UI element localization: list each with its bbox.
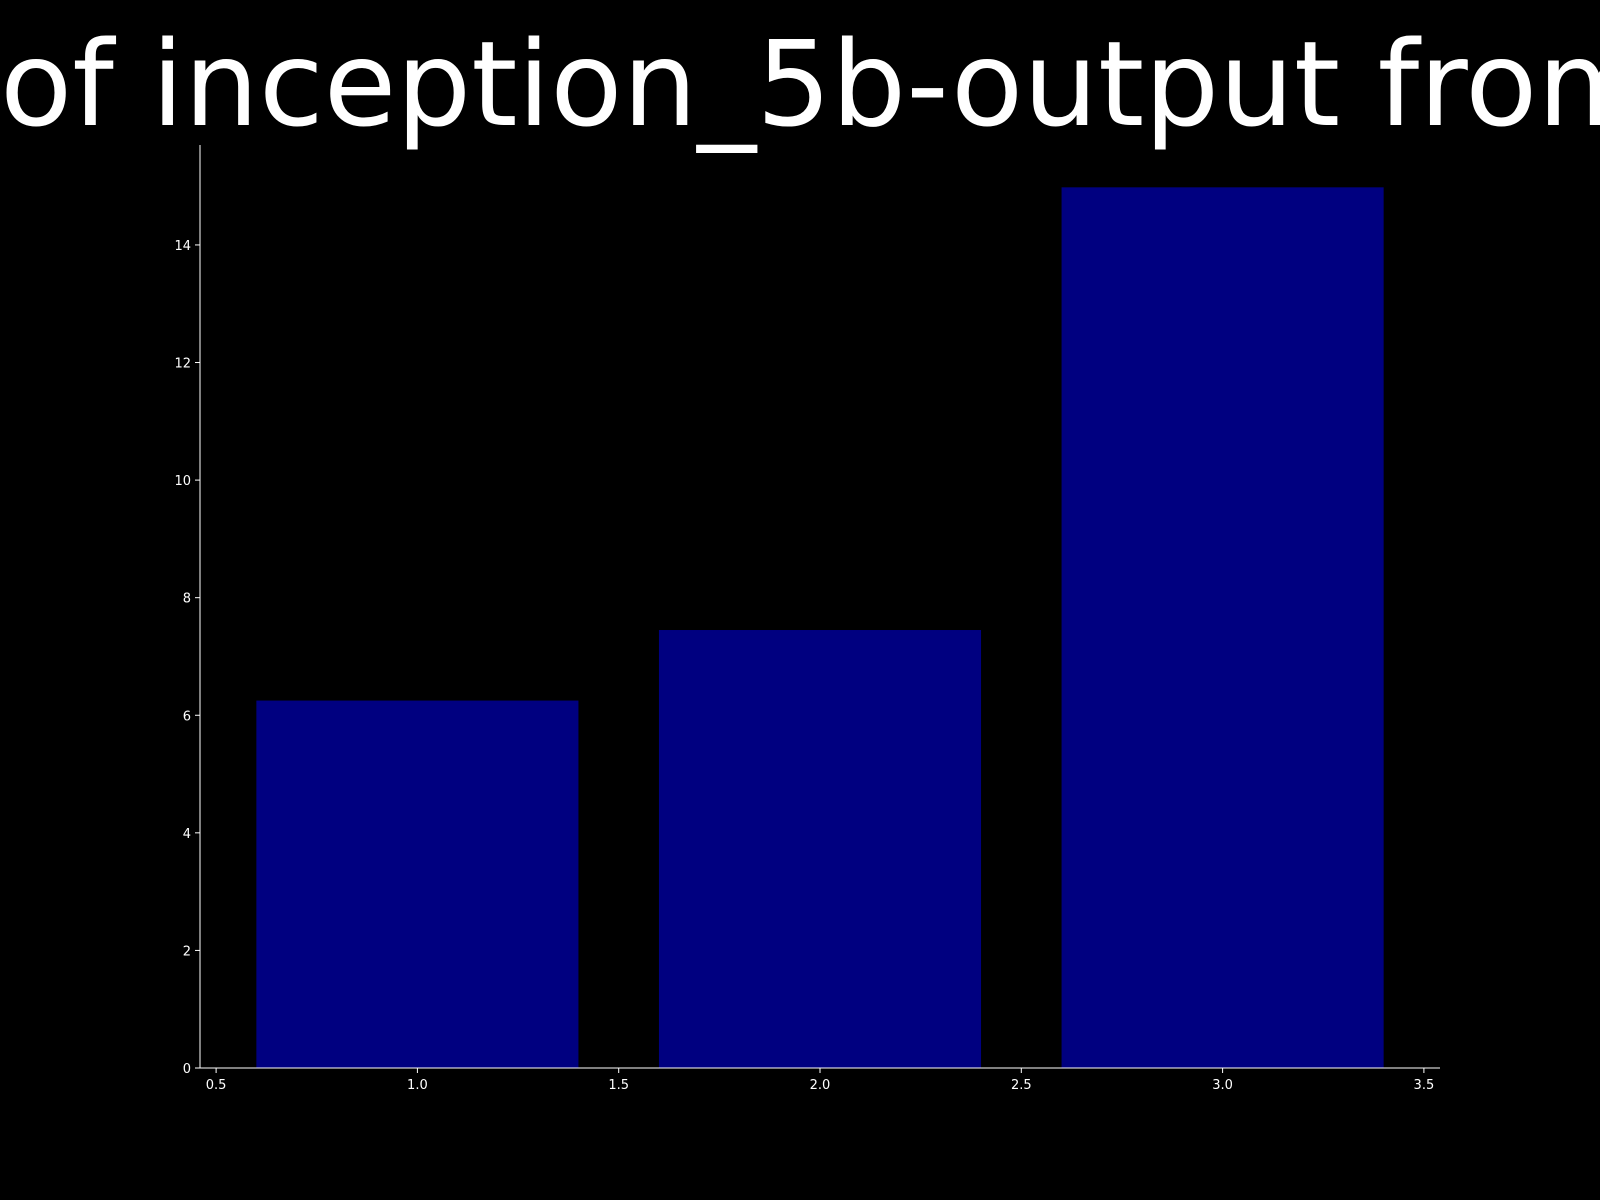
y-tick-label: 6 [183,709,191,724]
x-tick-label: 0.5 [206,1078,227,1093]
chart-title: of inception_5b-output from [0,15,1600,153]
y-tick-label: 10 [174,474,191,489]
bar [1061,187,1384,1068]
y-tick-label: 2 [183,944,191,959]
x-tick-label: 1.0 [407,1078,428,1093]
y-tick-label: 0 [183,1062,191,1077]
y-tick-label: 8 [183,592,191,607]
y-tick-label: 4 [183,827,191,842]
y-tick-label: 12 [174,357,191,372]
x-tick-label: 3.0 [1212,1078,1233,1093]
bar [256,700,579,1068]
y-tick-label: 14 [174,239,191,254]
bar [658,630,982,1068]
x-tick-label: 2.0 [810,1078,831,1093]
x-tick-label: 2.5 [1011,1078,1032,1093]
x-tick-label: 3.5 [1414,1078,1435,1093]
x-tick-label: 1.5 [608,1078,629,1093]
